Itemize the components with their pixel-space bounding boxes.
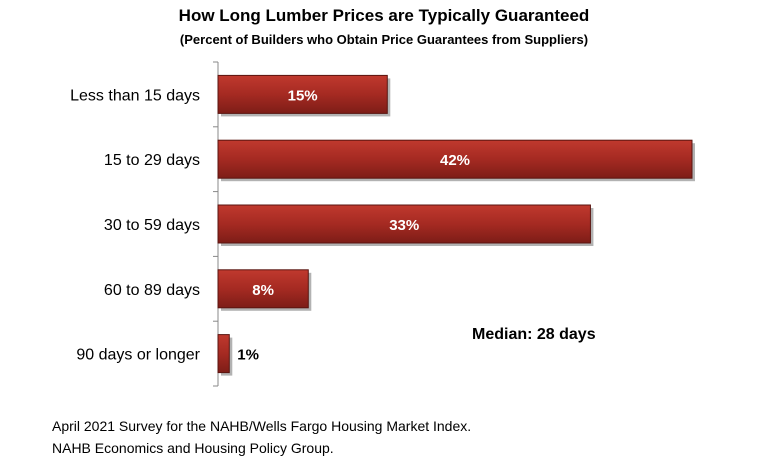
bar <box>217 334 230 374</box>
bar <box>217 139 693 179</box>
bar-value-label: 1% <box>237 347 259 364</box>
bar <box>217 269 309 309</box>
bar-value-label: 15% <box>288 87 318 104</box>
category-label: 15 to 29 days <box>104 152 200 169</box>
source-note-line-1: April 2021 Survey for the NAHB/Wells Far… <box>52 418 472 434</box>
source-note-line-2: NAHB Economics and Housing Policy Group. <box>52 440 334 456</box>
bar-value-label: 33% <box>389 217 419 234</box>
bar-value-label: 8% <box>252 282 274 299</box>
category-label: 60 to 89 days <box>104 282 200 299</box>
bar <box>217 74 388 114</box>
median-annotation: Median: 28 days <box>472 326 596 343</box>
chart-subtitle: (Percent of Builders who Obtain Price Gu… <box>179 32 589 47</box>
bar <box>217 204 591 244</box>
category-label: 30 to 59 days <box>104 217 200 234</box>
chart-title: How Long Lumber Prices are Typically Gua… <box>178 6 590 25</box>
category-label: Less than 15 days <box>70 87 200 104</box>
category-label: 90 days or longer <box>76 347 200 364</box>
bar-value-label: 42% <box>440 152 470 169</box>
